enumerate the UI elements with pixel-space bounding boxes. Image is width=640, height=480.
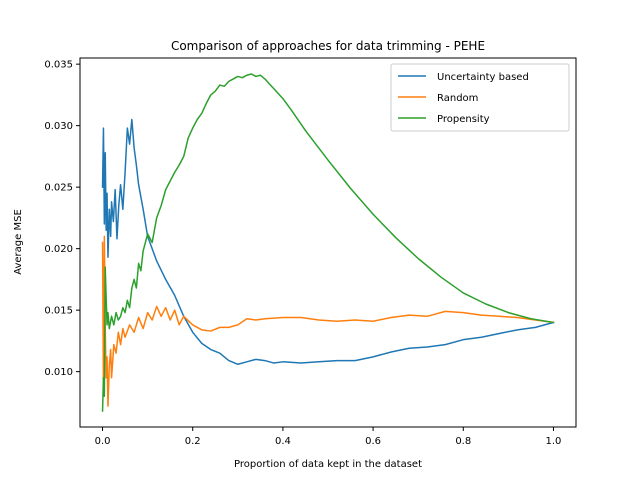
legend-label-uncertainty: Uncertainty based: [437, 72, 529, 83]
y-tick-label: 0.035: [44, 60, 73, 71]
x-tick-label: 0.4: [275, 436, 291, 447]
series-line-uncertainty-based: [101, 118, 555, 366]
plot-lines: [101, 73, 555, 412]
series-line-propensity: [101, 73, 555, 412]
series-line-random: [101, 235, 555, 407]
legend: Uncertainty based Random Propensity: [390, 63, 570, 132]
x-tick-label: 0.6: [365, 436, 381, 447]
x-axis-label: Proportion of data kept in the dataset: [234, 459, 422, 470]
x-axis: 0.0 0.2 0.4 0.6 0.8 1.0: [95, 427, 562, 447]
y-axis: 0.010 0.015 0.020 0.025 0.030 0.035: [44, 60, 80, 378]
legend-box: [390, 63, 570, 132]
chart-title: Comparison of approaches for data trimmi…: [171, 39, 485, 53]
y-tick-label: 0.010: [44, 367, 73, 378]
x-tick-label: 0.2: [185, 436, 201, 447]
legend-label-propensity: Propensity: [437, 114, 490, 125]
x-tick-label: 0.8: [455, 436, 471, 447]
y-tick-label: 0.030: [44, 121, 73, 132]
x-tick-label: 0.0: [95, 436, 111, 447]
y-tick-label: 0.025: [44, 183, 73, 194]
y-tick-label: 0.020: [44, 244, 73, 255]
x-tick-label: 1.0: [546, 436, 562, 447]
y-axis-label: Average MSE: [13, 209, 24, 275]
plot-frame: [79, 57, 577, 428]
y-tick-label: 0.015: [44, 306, 73, 317]
legend-label-random: Random: [437, 93, 478, 104]
